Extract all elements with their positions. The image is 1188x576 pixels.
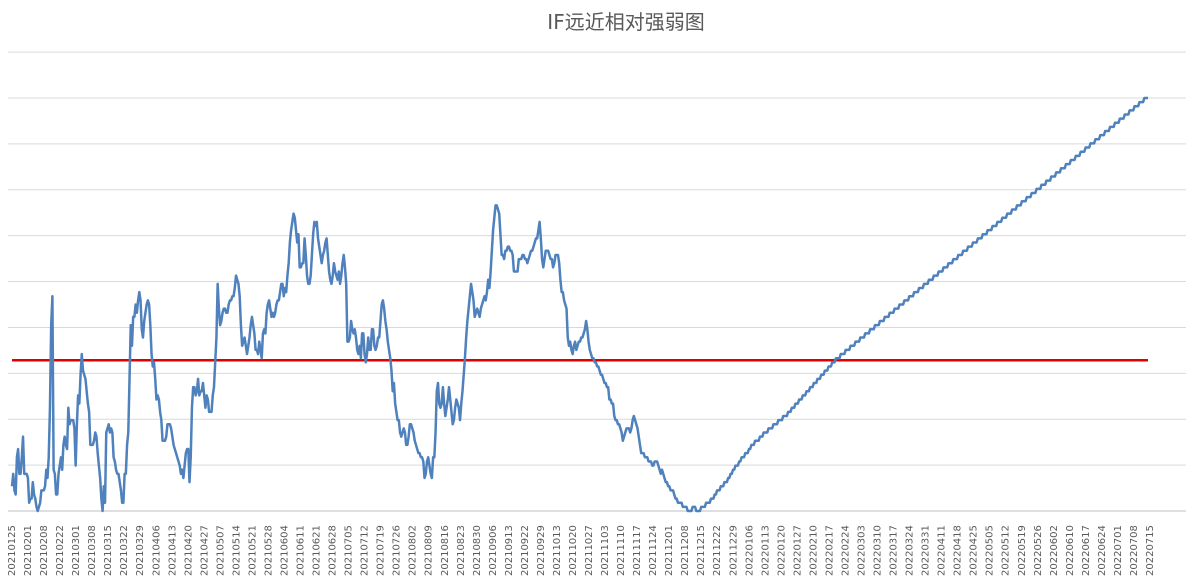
x-tick-label: 20211117 [632,525,643,576]
x-tick-label: 20210929 [536,525,547,576]
x-tick-label: 20220324 [905,525,916,576]
x-tick-label: 20220310 [873,525,884,576]
x-tick-label: 20210922 [520,525,531,576]
x-tick-label: 20220519 [1017,525,1028,576]
x-tick-label: 20210719 [376,525,387,576]
x-tick-label: 20220617 [1081,525,1092,576]
x-tick-label: 20210222 [55,525,66,576]
x-tick-label: 20220512 [1001,525,1012,576]
x-tick-label: 20211222 [712,525,723,576]
x-tick-label: 20220106 [744,525,755,576]
gridlines [8,51,1186,512]
x-tick-label: 20210802 [408,525,419,576]
x-tick-label: 20211208 [680,525,691,576]
x-tick-label: 20220715 [1145,525,1156,576]
x-tick-label: 20210712 [360,525,371,576]
series-line [10,96,1149,513]
x-tick-label: 20210621 [312,525,323,576]
x-tick-label: 20211027 [584,525,595,576]
x-tick-label: 20211229 [728,525,739,576]
x-tick-label: 20210507 [215,525,226,576]
x-tick-label: 20211013 [552,525,563,576]
x-tick-label: 20210611 [296,525,307,576]
x-tick-label: 20220610 [1065,525,1076,576]
x-tick-label: 20220113 [760,525,771,576]
x-tick-label: 20220526 [1033,525,1044,576]
x-tick-label: 20220224 [841,525,852,576]
series-group [10,96,1149,513]
x-tick-label: 20210406 [151,525,162,576]
x-tick-label: 20210322 [119,525,130,576]
x-tick-label: 20210201 [23,525,34,576]
x-tick-label: 20220217 [824,525,835,576]
x-axis-tick-labels: 20210125 20210201 20210208 20210222 20210301… [7,525,1156,576]
x-tick-label: 20210413 [167,525,178,576]
x-tick-label: 20210427 [199,525,210,576]
x-tick-label: 20210308 [87,525,98,576]
x-tick-label: 20210628 [328,525,339,576]
x-tick-label: 20211103 [600,525,611,576]
x-tick-label: 20220317 [889,525,900,576]
x-tick-label: 20210125 [7,525,18,576]
x-tick-label: 20211020 [568,525,579,576]
x-tick-label: 20210823 [456,525,467,576]
x-tick-label: 20220303 [857,525,868,576]
x-tick-label: 20220120 [776,525,787,576]
x-tick-label: 20210514 [231,525,242,576]
x-tick-label: 20210809 [424,525,435,576]
x-tick-label: 20210604 [280,525,291,576]
x-tick-label: 20220602 [1049,525,1060,576]
x-tick-label: 20220708 [1129,525,1140,576]
x-tick-label: 20210521 [247,525,258,576]
x-tick-label: 20220210 [808,525,819,576]
x-tick-label: 20220624 [1097,525,1108,576]
chart-title: IF远近相对强弱图 [547,10,705,34]
x-tick-label: 20210420 [183,525,194,576]
x-tick-label: 20210705 [344,525,355,576]
x-tick-label: 20210913 [504,525,515,576]
x-tick-label: 20210315 [103,525,114,576]
x-tick-label: 20210528 [264,525,275,576]
x-tick-label: 20210830 [472,525,483,576]
x-tick-label: 20211124 [648,525,659,576]
x-tick-label: 20220411 [937,525,948,576]
x-tick-label: 20220425 [969,525,980,576]
x-tick-label: 20210329 [135,525,146,576]
x-tick-label: 20211110 [616,525,627,576]
x-tick-label: 20210208 [39,525,50,576]
x-tick-label: 20211215 [696,525,707,576]
x-tick-label: 20211201 [664,525,675,576]
x-tick-label: 20210816 [440,525,451,576]
x-tick-label: 20210726 [392,525,403,576]
x-tick-label: 20220418 [953,525,964,576]
x-tick-label: 20210906 [488,525,499,576]
x-tick-label: 20220127 [792,525,803,576]
x-tick-label: 20220331 [921,525,932,576]
x-tick-label: 20220505 [985,525,996,576]
x-tick-label: 20210301 [71,525,82,576]
x-tick-label: 20220701 [1113,525,1124,576]
